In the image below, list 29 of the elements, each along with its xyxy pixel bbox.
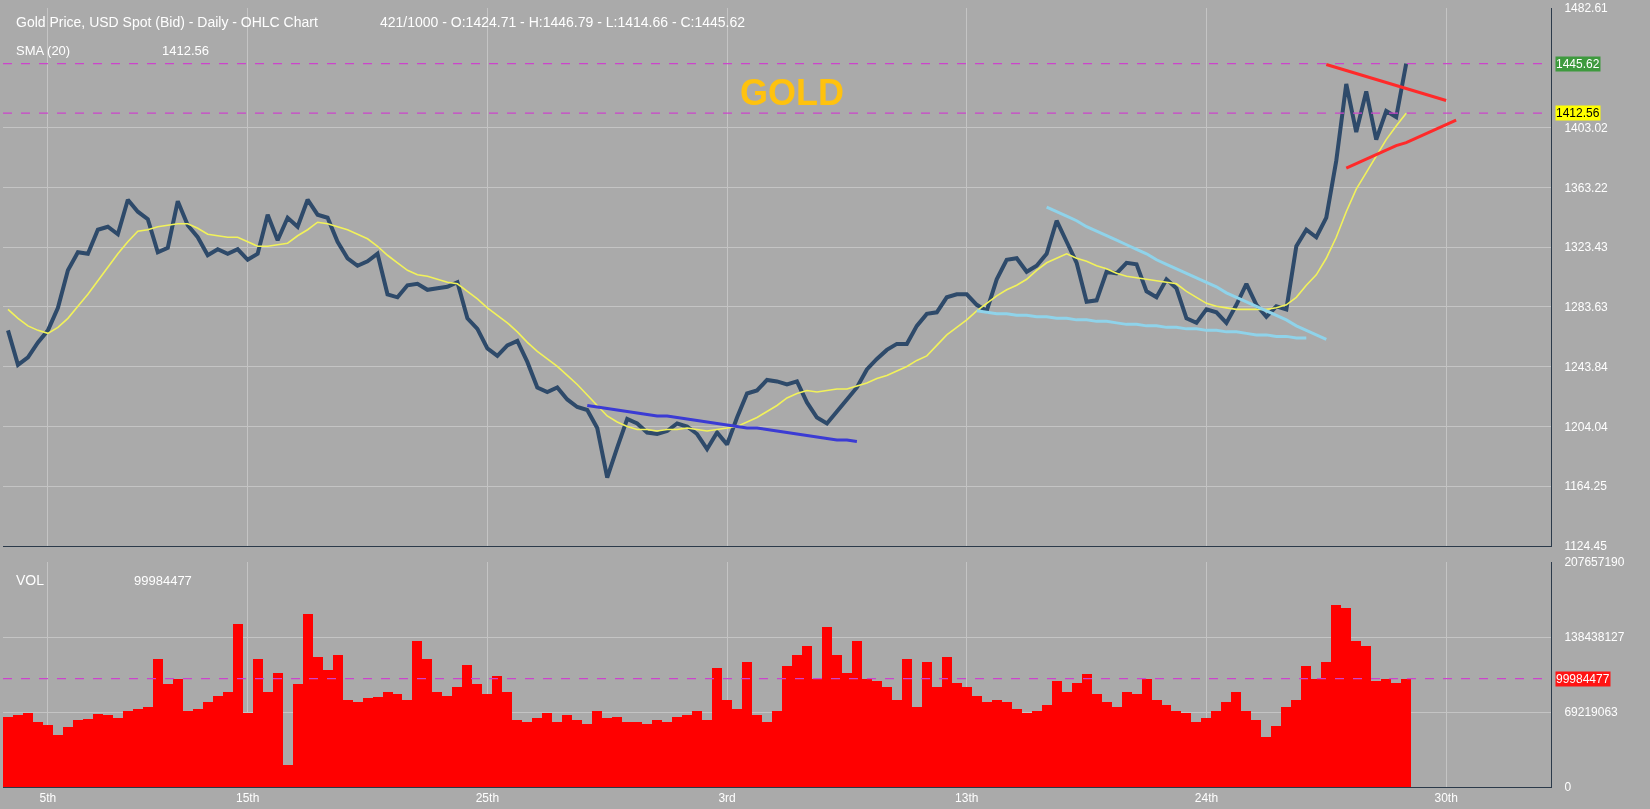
y-tick-label: 1204.04	[1564, 419, 1609, 434]
y-tick-label: 207657190	[1564, 555, 1625, 570]
y-tick-label: 69219063	[1564, 705, 1619, 720]
annotation: 99984477	[134, 573, 192, 588]
y-tick-label: 0	[1564, 780, 1572, 795]
x-tick-label: 25th	[475, 791, 500, 806]
x-tick-label: 13th	[955, 791, 979, 806]
x-tick-label: 3rd	[718, 791, 736, 806]
x-tick-label: 30th	[1434, 791, 1458, 806]
y-tick-label: 1403.02	[1564, 120, 1609, 135]
y-tick-label: 138438127	[1564, 630, 1625, 645]
line-series	[975, 309, 1308, 340]
y-tick-label: 1363.22	[1564, 180, 1609, 195]
line-series	[585, 403, 859, 444]
y-tick-label: 1482.61	[1564, 1, 1609, 16]
y-tick-label: 1323.43	[1564, 240, 1609, 255]
ref-line-label: 99984477	[1556, 672, 1610, 686]
x-tick-label: 24th	[1194, 791, 1219, 806]
line-series	[5, 61, 1409, 480]
line-series	[1344, 118, 1458, 170]
y-tick-label: 1124.45	[1564, 539, 1608, 554]
x-tick-label: 15th	[236, 791, 260, 806]
y-tick-label: 1283.63	[1564, 300, 1609, 315]
line-series	[7, 112, 1407, 432]
y-tick-label: 1243.84	[1564, 359, 1609, 374]
text: VOL	[16, 572, 45, 588]
line-series	[1045, 205, 1328, 341]
y-tick-label: 1164.25	[1564, 479, 1608, 494]
x-tick-label: 5th	[39, 791, 57, 806]
